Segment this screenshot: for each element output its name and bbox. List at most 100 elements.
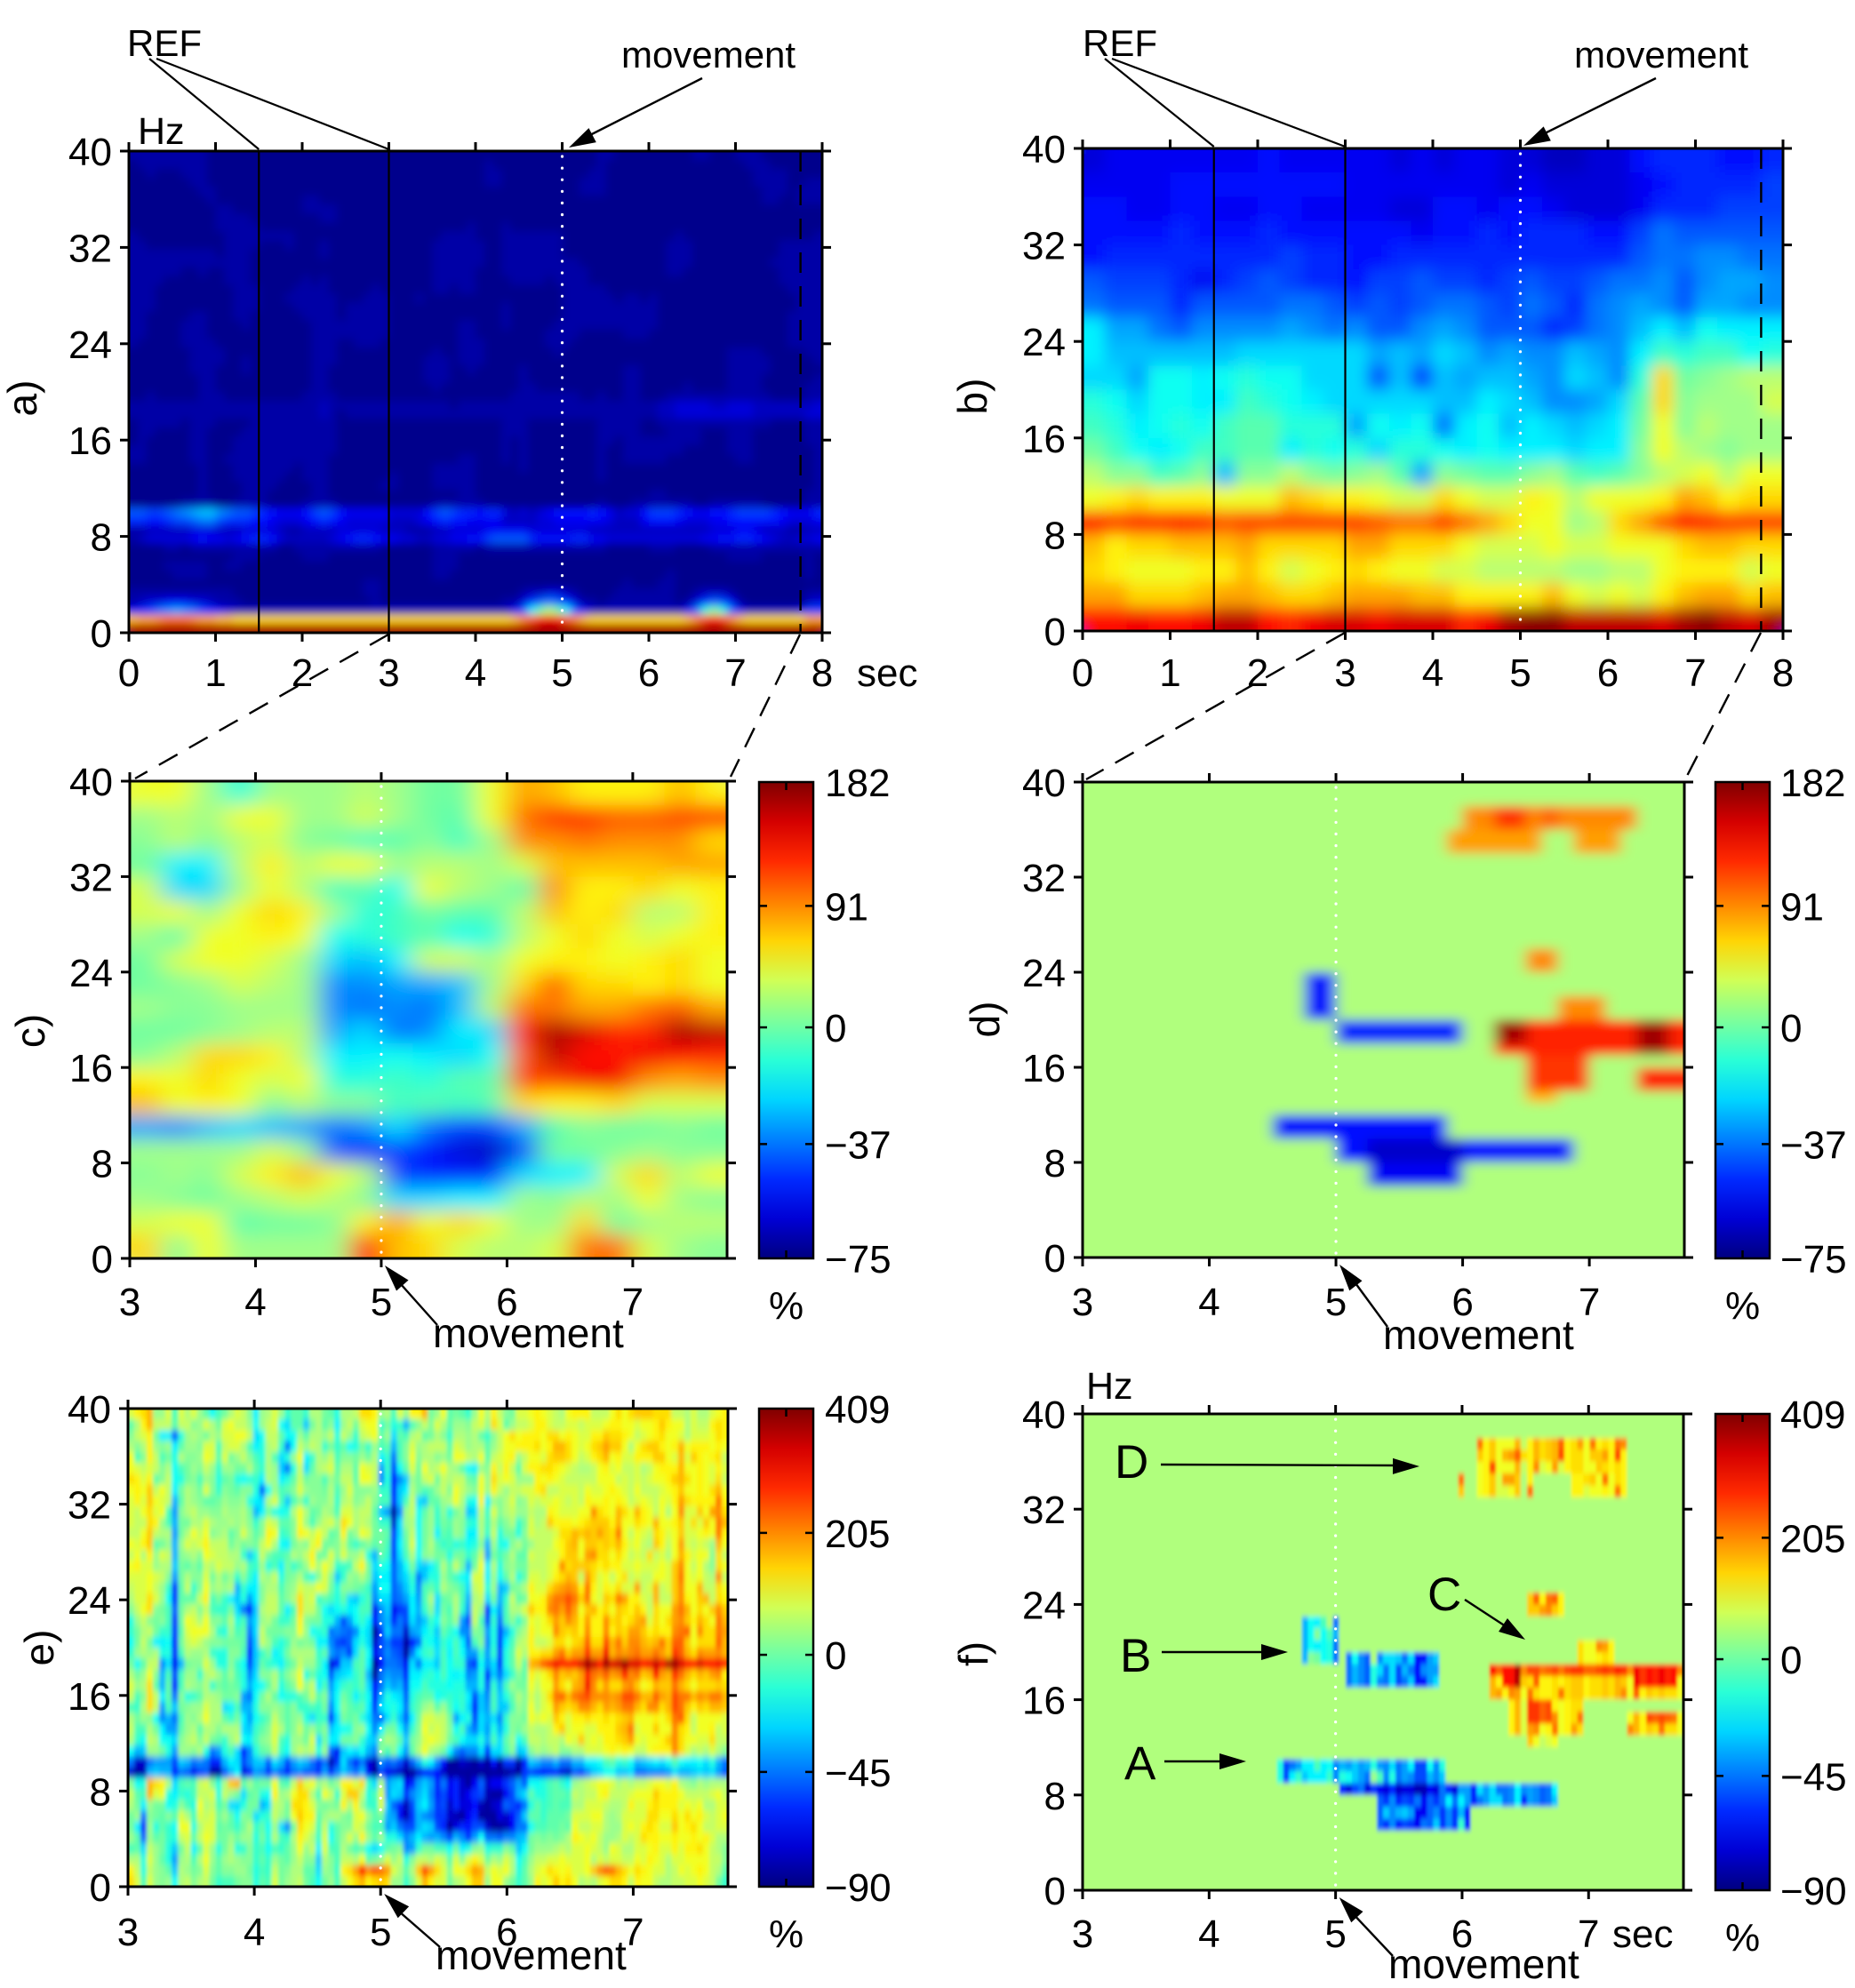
svg-text:4: 4	[1198, 1281, 1219, 1324]
svg-text:5: 5	[1325, 1281, 1347, 1324]
svg-text:24: 24	[1022, 1584, 1066, 1627]
svg-text:0: 0	[825, 1634, 846, 1678]
svg-text:3: 3	[378, 651, 399, 695]
svg-text:c): c)	[7, 1014, 53, 1048]
svg-text:6: 6	[1451, 1912, 1473, 1956]
svg-text:−37: −37	[1780, 1123, 1847, 1167]
svg-text:91: 91	[1780, 885, 1824, 929]
svg-text:32: 32	[1022, 225, 1066, 268]
svg-text:91: 91	[825, 885, 868, 929]
svg-text:0: 0	[1780, 1007, 1802, 1050]
svg-text:7: 7	[1578, 1912, 1599, 1956]
svg-text:32: 32	[69, 856, 113, 899]
svg-text:4: 4	[244, 1281, 266, 1324]
svg-text:e): e)	[16, 1630, 62, 1666]
svg-text:0: 0	[1072, 651, 1093, 695]
svg-text:3: 3	[1334, 651, 1355, 695]
svg-text:f): f)	[950, 1641, 996, 1666]
svg-text:32: 32	[1022, 857, 1066, 900]
svg-text:5: 5	[1509, 651, 1531, 695]
svg-text:0: 0	[825, 1007, 846, 1050]
svg-text:B: B	[1120, 1630, 1151, 1682]
svg-text:32: 32	[68, 227, 112, 270]
svg-text:8: 8	[90, 1770, 111, 1814]
svg-text:409: 409	[825, 1388, 890, 1432]
svg-text:182: 182	[825, 762, 890, 805]
svg-text:Hz: Hz	[1086, 1365, 1133, 1408]
svg-text:24: 24	[69, 952, 113, 995]
svg-text:REF: REF	[127, 22, 202, 64]
svg-text:movement: movement	[433, 1310, 624, 1356]
svg-text:A: A	[1124, 1737, 1156, 1790]
svg-text:24: 24	[1022, 321, 1066, 364]
svg-text:8: 8	[812, 651, 833, 695]
svg-text:7: 7	[1684, 651, 1706, 695]
svg-text:205: 205	[1780, 1517, 1845, 1561]
svg-text:%: %	[1725, 1284, 1760, 1328]
svg-text:Hz: Hz	[138, 110, 185, 153]
svg-text:movement: movement	[1388, 1941, 1579, 1987]
svg-text:−45: −45	[825, 1752, 892, 1795]
svg-text:REF: REF	[1083, 22, 1157, 64]
svg-text:7: 7	[724, 651, 746, 695]
svg-text:3: 3	[1072, 1912, 1093, 1956]
svg-text:7: 7	[622, 1911, 644, 1954]
svg-text:−45: −45	[1780, 1755, 1847, 1799]
svg-text:0: 0	[1044, 1237, 1066, 1281]
svg-text:6: 6	[496, 1281, 517, 1324]
svg-text:−37: −37	[825, 1123, 892, 1167]
svg-text:movement: movement	[621, 34, 796, 76]
svg-text:0: 0	[1780, 1639, 1802, 1682]
svg-text:40: 40	[68, 1388, 111, 1432]
svg-text:D: D	[1115, 1436, 1148, 1489]
svg-text:8: 8	[92, 1143, 113, 1186]
svg-text:16: 16	[1022, 1047, 1066, 1090]
svg-text:182: 182	[1780, 762, 1845, 805]
svg-text:movement: movement	[1574, 34, 1748, 76]
svg-text:6: 6	[496, 1911, 517, 1954]
svg-text:24: 24	[1022, 952, 1066, 995]
svg-text:6: 6	[1597, 651, 1619, 695]
svg-text:5: 5	[370, 1911, 391, 1954]
svg-text:7: 7	[1579, 1281, 1600, 1324]
svg-text:40: 40	[1022, 128, 1066, 172]
svg-text:40: 40	[68, 131, 112, 174]
svg-text:5: 5	[1324, 1912, 1346, 1956]
svg-text:movement: movement	[436, 1932, 627, 1978]
svg-text:40: 40	[1022, 762, 1066, 805]
svg-text:−75: −75	[825, 1238, 892, 1281]
svg-text:sec: sec	[1612, 1912, 1673, 1956]
svg-text:5: 5	[371, 1281, 392, 1324]
svg-text:3: 3	[119, 1281, 140, 1324]
svg-text:4: 4	[244, 1911, 265, 1954]
svg-text:16: 16	[1022, 418, 1066, 461]
svg-text:3: 3	[1072, 1281, 1093, 1324]
svg-text:8: 8	[91, 516, 112, 560]
svg-text:409: 409	[1780, 1393, 1845, 1437]
svg-text:32: 32	[68, 1484, 111, 1528]
svg-text:0: 0	[118, 651, 140, 695]
svg-text:−90: −90	[1780, 1870, 1847, 1913]
svg-text:%: %	[769, 1912, 804, 1956]
svg-text:b): b)	[949, 379, 995, 415]
svg-text:3: 3	[117, 1911, 139, 1954]
svg-text:40: 40	[69, 761, 113, 804]
svg-text:%: %	[769, 1284, 804, 1328]
svg-text:40: 40	[1022, 1393, 1066, 1437]
svg-text:sec: sec	[857, 651, 917, 695]
svg-text:16: 16	[68, 1675, 111, 1719]
svg-text:32: 32	[1022, 1489, 1066, 1532]
svg-text:0: 0	[92, 1238, 113, 1281]
svg-text:8: 8	[1044, 514, 1066, 557]
svg-text:d): d)	[962, 1002, 1008, 1038]
svg-text:205: 205	[825, 1513, 890, 1556]
svg-text:5: 5	[551, 651, 572, 695]
svg-text:1: 1	[204, 651, 226, 695]
svg-text:8: 8	[1044, 1142, 1066, 1186]
svg-text:0: 0	[1044, 1870, 1066, 1913]
svg-text:6: 6	[1451, 1281, 1473, 1324]
svg-text:24: 24	[68, 323, 112, 367]
svg-text:0: 0	[91, 612, 112, 656]
svg-text:2: 2	[1247, 651, 1268, 695]
svg-text:%: %	[1725, 1916, 1760, 1960]
